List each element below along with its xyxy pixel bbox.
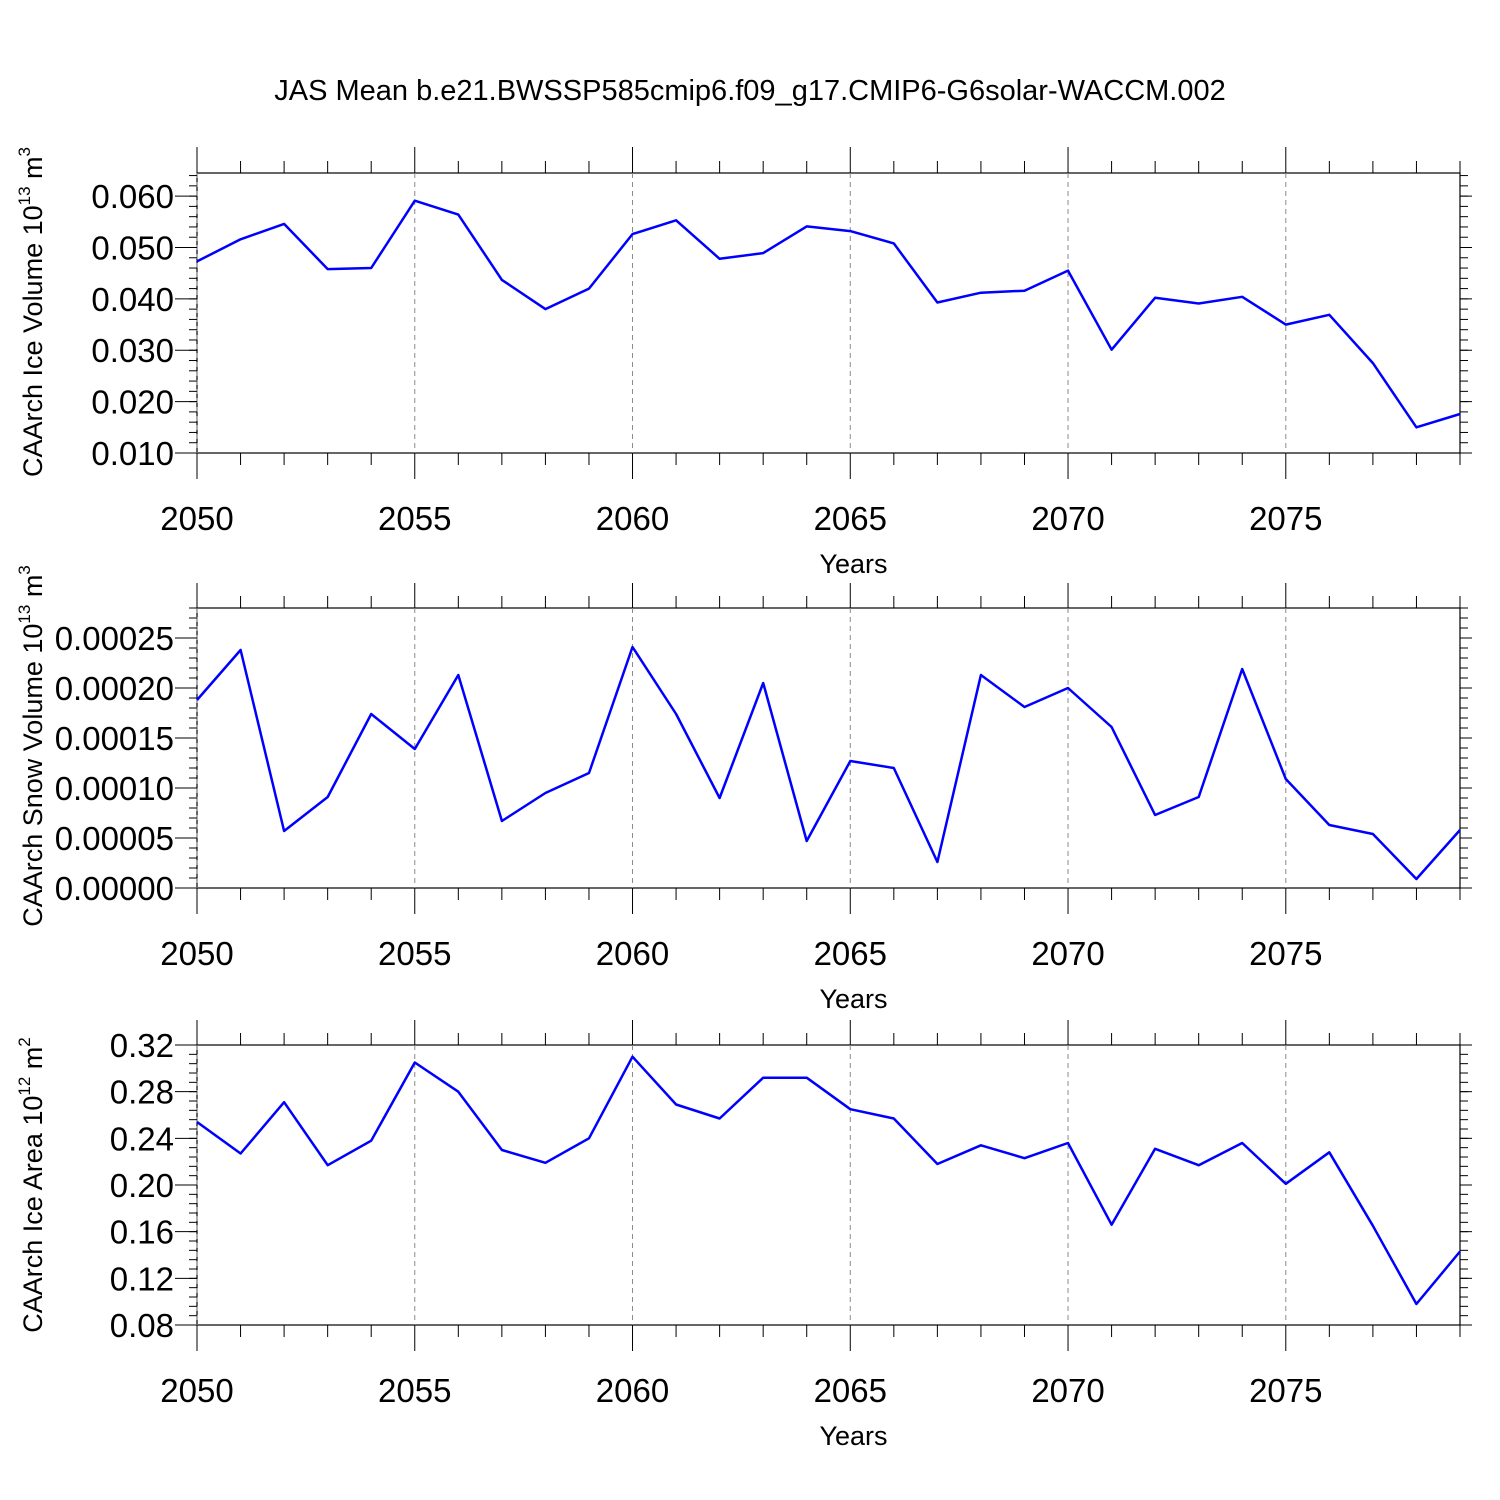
y-axis-label-exp: 13 — [15, 605, 34, 624]
x-tick-label: 2060 — [596, 1372, 669, 1409]
x-axis-label: Years — [819, 549, 887, 579]
y-axis-label: CAArch Ice Volume 1013 m3 — [15, 147, 48, 477]
y-axis-label: CAArch Snow Volume 1013 m3 — [15, 565, 48, 927]
panels: 2050 2055 2060 2065 2070 2075 0.010 0.020 0.030 0… — [15, 147, 1472, 1451]
y-axis-label-exp: 12 — [15, 1077, 34, 1096]
series-line — [196, 199, 1461, 429]
y-tick-label: 0.28 — [110, 1074, 174, 1111]
chart-title: JAS Mean b.e21.BWSSP585cmip6.f09_g17.CMI… — [274, 75, 1226, 107]
y-tick-label: 0.030 — [91, 332, 174, 369]
x-tick-label: 2050 — [160, 935, 233, 972]
y-tick-label: 0.020 — [91, 384, 174, 421]
y-tick-label: 0.00015 — [55, 720, 174, 757]
x-tick-label: 2070 — [1031, 500, 1104, 537]
y-tick-label: 0.08 — [110, 1307, 174, 1344]
y-tick-label: 0.060 — [91, 178, 174, 215]
x-tick-label: 2060 — [596, 500, 669, 537]
panel-2: 2050 2055 2060 2065 2070 2075 0.00000 0.00005 0.… — [15, 565, 1472, 1014]
y-tick-label: 0.00000 — [55, 870, 174, 907]
y-axis-label-unit: m — [18, 575, 48, 605]
y-axis-label-unit: m — [18, 1047, 48, 1077]
y-tick-label: 0.050 — [91, 229, 174, 266]
y-tick-label: 0.32 — [110, 1027, 174, 1064]
plot-frame — [196, 1044, 1461, 1326]
panel-1: 2050 2055 2060 2065 2070 2075 0.010 0.020 0.030 0… — [15, 147, 1472, 579]
y-axis-label-unit-exp: 2 — [15, 1037, 34, 1046]
series-line — [196, 645, 1461, 881]
y-axis-label-main: CAArch Snow Volume 10 — [18, 624, 48, 927]
y-tick-label: 0.00005 — [55, 820, 174, 857]
y-tick-label: 0.010 — [91, 435, 174, 472]
x-tick-label: 2065 — [814, 1372, 887, 1409]
y-tick-label: 0.00010 — [55, 770, 174, 807]
y-axis-label-unit: m — [18, 156, 48, 186]
y-axis-label-unit-exp: 3 — [15, 565, 34, 574]
x-tick-label: 2065 — [814, 935, 887, 972]
panel-3: 2050 2055 2060 2065 2070 2075 0.08 0.12 0.16 0.20… — [15, 1020, 1472, 1451]
x-tick-label: 2075 — [1249, 500, 1322, 537]
y-tick-label: 0.00025 — [55, 620, 174, 657]
y-tick-label: 0.24 — [110, 1120, 174, 1157]
x-tick-label: 2055 — [378, 500, 451, 537]
y-axis-label: CAArch Ice Area 1012 m2 — [15, 1037, 48, 1333]
y-axis-label-main: CAArch Ice Area 10 — [18, 1096, 48, 1333]
y-axis-label-unit-exp: 3 — [15, 147, 34, 156]
x-tick-label: 2050 — [160, 1372, 233, 1409]
y-axis-label-exp: 13 — [15, 186, 34, 205]
y-tick-label: 0.20 — [110, 1167, 174, 1204]
plot-frame — [196, 607, 1461, 889]
y-tick-label: 0.16 — [110, 1214, 174, 1251]
y-tick-label: 0.12 — [110, 1260, 174, 1297]
y-tick-label: 0.040 — [91, 281, 174, 318]
x-tick-label: 2055 — [378, 935, 451, 972]
x-tick-label: 2070 — [1031, 1372, 1104, 1409]
x-tick-label: 2065 — [814, 500, 887, 537]
x-tick-label: 2075 — [1249, 935, 1322, 972]
x-tick-label: 2060 — [596, 935, 669, 972]
x-axis-label: Years — [819, 1421, 887, 1451]
y-tick-label: 0.00020 — [55, 670, 174, 707]
x-tick-label: 2050 — [160, 500, 233, 537]
x-tick-label: 2055 — [378, 1372, 451, 1409]
x-tick-label: 2075 — [1249, 1372, 1322, 1409]
plot-frame — [196, 172, 1461, 454]
series-line — [196, 1055, 1461, 1306]
x-tick-label: 2070 — [1031, 935, 1104, 972]
y-axis-label-main: CAArch Ice Volume 10 — [18, 205, 48, 477]
x-axis-label: Years — [819, 984, 887, 1014]
